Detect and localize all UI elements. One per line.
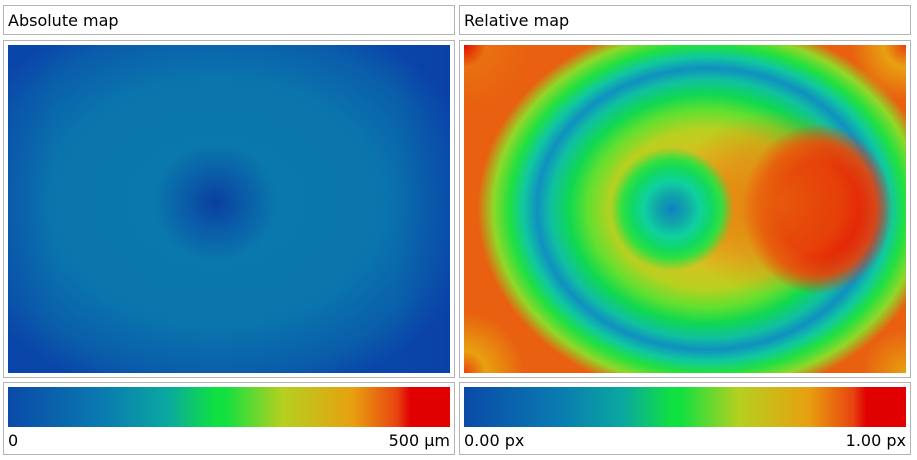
absolute-map-title-bar: Absolute map xyxy=(3,5,455,35)
relative-scale-max-label: 1.00 px xyxy=(845,431,906,450)
relative-scale-min-label: 0.00 px xyxy=(464,431,525,450)
relative-map-title-bar: Relative map xyxy=(459,5,911,35)
relative-map-scale: 0.00 px 1.00 px xyxy=(459,382,911,455)
absolute-map-image[interactable] xyxy=(8,45,450,373)
absolute-map-scale: 0 500 µm xyxy=(3,382,455,455)
absolute-colorbar xyxy=(8,387,450,427)
absolute-map-title: Absolute map xyxy=(8,11,119,30)
relative-map-title: Relative map xyxy=(464,11,570,30)
relative-colorbar xyxy=(464,387,906,427)
absolute-scale-min-label: 0 xyxy=(8,431,19,450)
absolute-map-panel xyxy=(3,40,455,378)
relative-map-panel xyxy=(459,40,911,378)
relative-map-image[interactable] xyxy=(464,45,906,373)
absolute-scale-max-label: 500 µm xyxy=(388,431,450,450)
